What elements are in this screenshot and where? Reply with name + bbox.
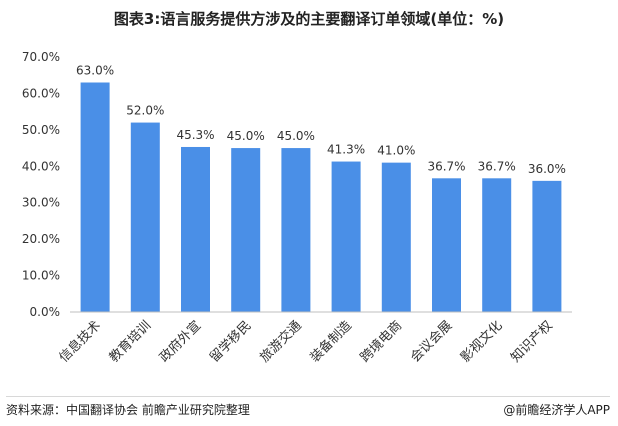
y-tick-label: 70.0% (22, 50, 60, 64)
x-tick-label: 留学移民 (206, 318, 254, 366)
bar (331, 161, 361, 312)
bar-value-label: 45.0% (277, 129, 315, 143)
bar-value-label: 41.3% (327, 143, 365, 157)
bar (432, 178, 461, 312)
x-tick-label: 装备制造 (307, 318, 355, 366)
y-tick-label: 30.0% (22, 196, 60, 210)
bar (231, 148, 261, 312)
bar-value-label: 52.0% (126, 104, 164, 118)
y-axis: 0.0% 10.0% 20.0% 30.0% 40.0% 50.0% 60.0% 70.0% (22, 50, 60, 319)
y-tick-label: 60.0% (22, 86, 60, 100)
bar-value-label: 36.7% (478, 159, 516, 173)
bar (482, 178, 512, 312)
bar-value-label: 36.7% (427, 159, 465, 173)
bar-chart: 0.0%10.0%20.0%30.0%40.0%50.0%60.0%70.0% … (22, 50, 572, 366)
x-tick-label: 信息技术 (56, 318, 104, 366)
x-tick-label: 旅游交通 (257, 318, 305, 366)
x-tick-label: 知识产权 (508, 318, 556, 366)
bar (181, 146, 210, 312)
bars (80, 82, 562, 312)
bar (281, 148, 311, 312)
y-tick-label: 10.0% (22, 269, 60, 283)
bar-value-label: 45.3% (176, 128, 214, 142)
y-tick-label: 50.0% (22, 123, 60, 137)
x-tick-label: 教育培训 (106, 318, 154, 366)
chart-title: 图表3:语言服务提供方涉及的主要翻译订单领域(单位：%) (113, 10, 505, 28)
bar-value-label: 63.0% (76, 64, 114, 78)
bar-value-label: 36.0% (528, 162, 566, 176)
source-note: 资料来源：中国翻译协会 前瞻产业研究院整理 (6, 403, 250, 417)
brand-credit: @前瞻经济学人APP (503, 403, 610, 417)
value-labels: 63.0% 52.0% 45.3% 45.0% 45.0% 41.3% 41.0% 36.7%… (76, 64, 566, 176)
y-tick-label: 0.0% (30, 305, 61, 319)
bar-value-label: 45.0% (227, 129, 265, 143)
bar (130, 122, 160, 312)
y-tick-label: 20.0% (22, 232, 60, 246)
x-tick-label: 会议会展 (408, 318, 455, 365)
bar (381, 162, 411, 312)
bar (80, 82, 110, 312)
footer: 资料来源：中国翻译协会 前瞻产业研究院整理 @前瞻经济学人APP (6, 396, 610, 419)
x-tick-label: 政府外宣 (156, 318, 204, 366)
x-axis: 信息技术 教育培训 政府外宣 留学移民 旅游交通 装备制造 跨境电商 会议会展 影视文化 知识产权 (56, 311, 572, 366)
x-tick-label: 跨境电商 (358, 318, 405, 365)
y-tick-label: 40.0% (22, 159, 60, 173)
bar-value-label: 41.0% (377, 144, 415, 158)
bar (532, 180, 562, 312)
x-tick-label: 影视文化 (458, 318, 505, 365)
